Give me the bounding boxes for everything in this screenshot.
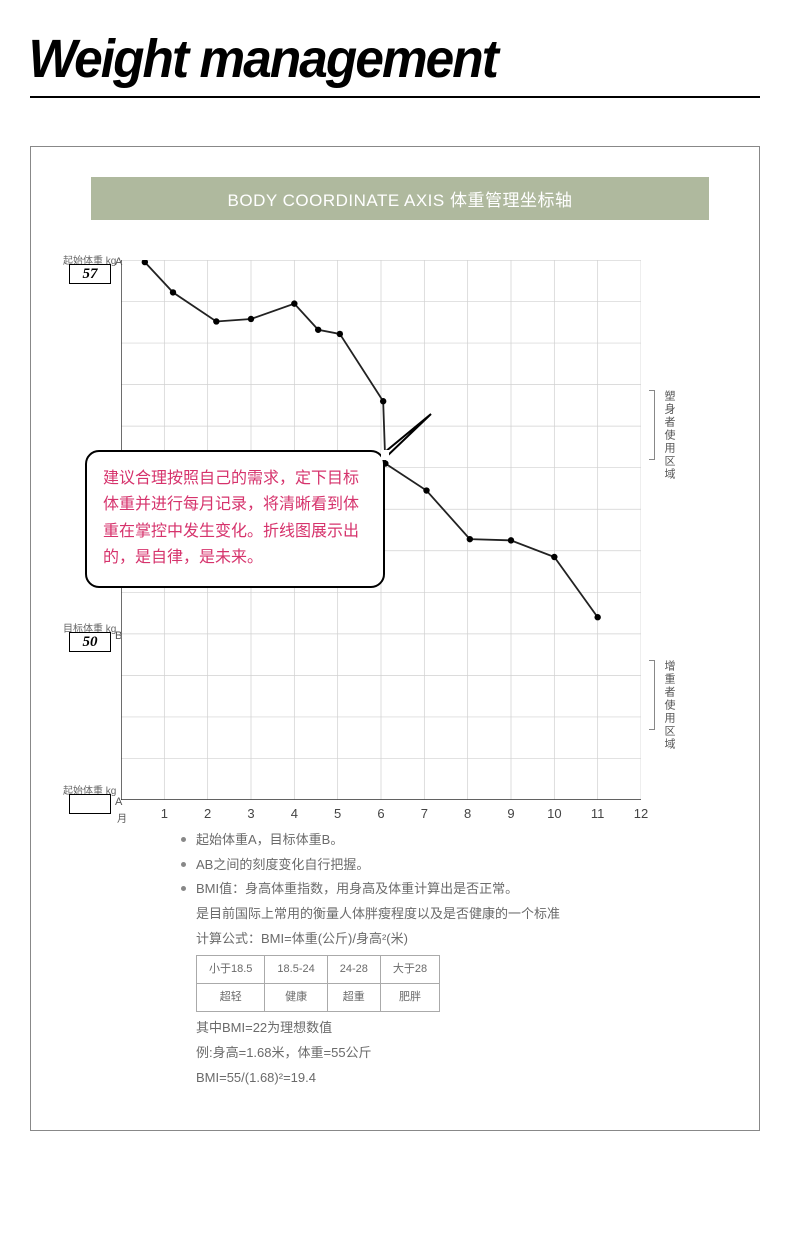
bottom-weight-value — [69, 794, 111, 814]
page-title: Weight management — [0, 0, 751, 96]
x-tick-label: 7 — [412, 806, 436, 821]
x-tick-label: 1 — [152, 806, 176, 821]
bmi-row-cell: 超轻 — [197, 984, 265, 1012]
bmi-row-cell: 超重 — [327, 984, 380, 1012]
x-tick-label: 6 — [369, 806, 393, 821]
title-underline — [30, 96, 760, 98]
x-tick-label: 11 — [586, 806, 610, 821]
bullet-3-line1: BMI值：身高体重指数，用身高及体重计算出是否正常。 — [196, 877, 518, 902]
x-tick-label: 9 — [499, 806, 523, 821]
chart-banner: BODY COORDINATE AXIS 体重管理坐标轴 — [91, 177, 709, 220]
bracket-lower — [649, 660, 655, 730]
marker-a-top: A — [115, 256, 122, 268]
callout-box: 建议合理按照自己的需求，定下目标体重并进行每月记录，将清晰看到体重在掌控中发生变… — [85, 450, 385, 588]
bullet-3-line5: 例:身高=1.68米，体重=55公斤 — [196, 1041, 739, 1066]
bmi-header-cell: 小于18.5 — [197, 956, 265, 984]
chart-area: 起始体重 kg 57 A 目标体重 kg 50 B 起始体重 kg A 月 塑身… — [121, 260, 711, 800]
bmi-header-cell: 大于28 — [380, 956, 439, 984]
bmi-table: 小于18.518.5-2424-28大于28 超轻健康超重肥胖 — [196, 955, 440, 1012]
bullet-3-line6: BMI=55/(1.68)²=19.4 — [196, 1066, 739, 1091]
marker-b: B — [115, 630, 122, 642]
bmi-header-cell: 18.5-24 — [265, 956, 327, 984]
marker-a-bottom: A — [115, 796, 122, 808]
start-weight-value: 57 — [69, 264, 111, 284]
bmi-row-cell: 肥胖 — [380, 984, 439, 1012]
x-tick-label: 4 — [282, 806, 306, 821]
bullet-3-line3: 计算公式：BMI=体重(公斤)/身高²(米) — [196, 927, 739, 952]
x-tick-label: 10 — [542, 806, 566, 821]
x-tick-label: 5 — [326, 806, 350, 821]
chart-container: BODY COORDINATE AXIS 体重管理坐标轴 起始体重 kg 57 … — [30, 146, 760, 1131]
x-tick-label: 3 — [239, 806, 263, 821]
right-label-lower: 增重者使用区域 — [661, 660, 677, 751]
target-weight-value: 50 — [69, 632, 111, 652]
bmi-row-cell: 健康 — [265, 984, 327, 1012]
bullet-1: 起始体重A，目标体重B。 — [196, 828, 343, 853]
bullet-dot — [181, 886, 186, 891]
bullet-dot — [181, 862, 186, 867]
right-label-upper: 塑身者使用区域 — [661, 390, 677, 481]
bullet-2: AB之间的刻度变化自行把握。 — [196, 853, 369, 878]
x-tick-label: 2 — [196, 806, 220, 821]
bullet-dot — [181, 837, 186, 842]
x-tick-label: 8 — [456, 806, 480, 821]
info-bullets: 起始体重A，目标体重B。 AB之间的刻度变化自行把握。 BMI值：身高体重指数，… — [181, 828, 739, 1090]
bullet-3-line4: 其中BMI=22为理想数值 — [196, 1016, 739, 1041]
callout-tail — [381, 410, 441, 460]
x-tick-label: 12 — [629, 806, 653, 821]
bmi-header-cell: 24-28 — [327, 956, 380, 984]
bracket-upper — [649, 390, 655, 460]
month-label: 月 — [117, 810, 127, 825]
bullet-3-line2: 是目前国际上常用的衡量人体胖瘦程度以及是否健康的一个标准 — [196, 902, 739, 927]
